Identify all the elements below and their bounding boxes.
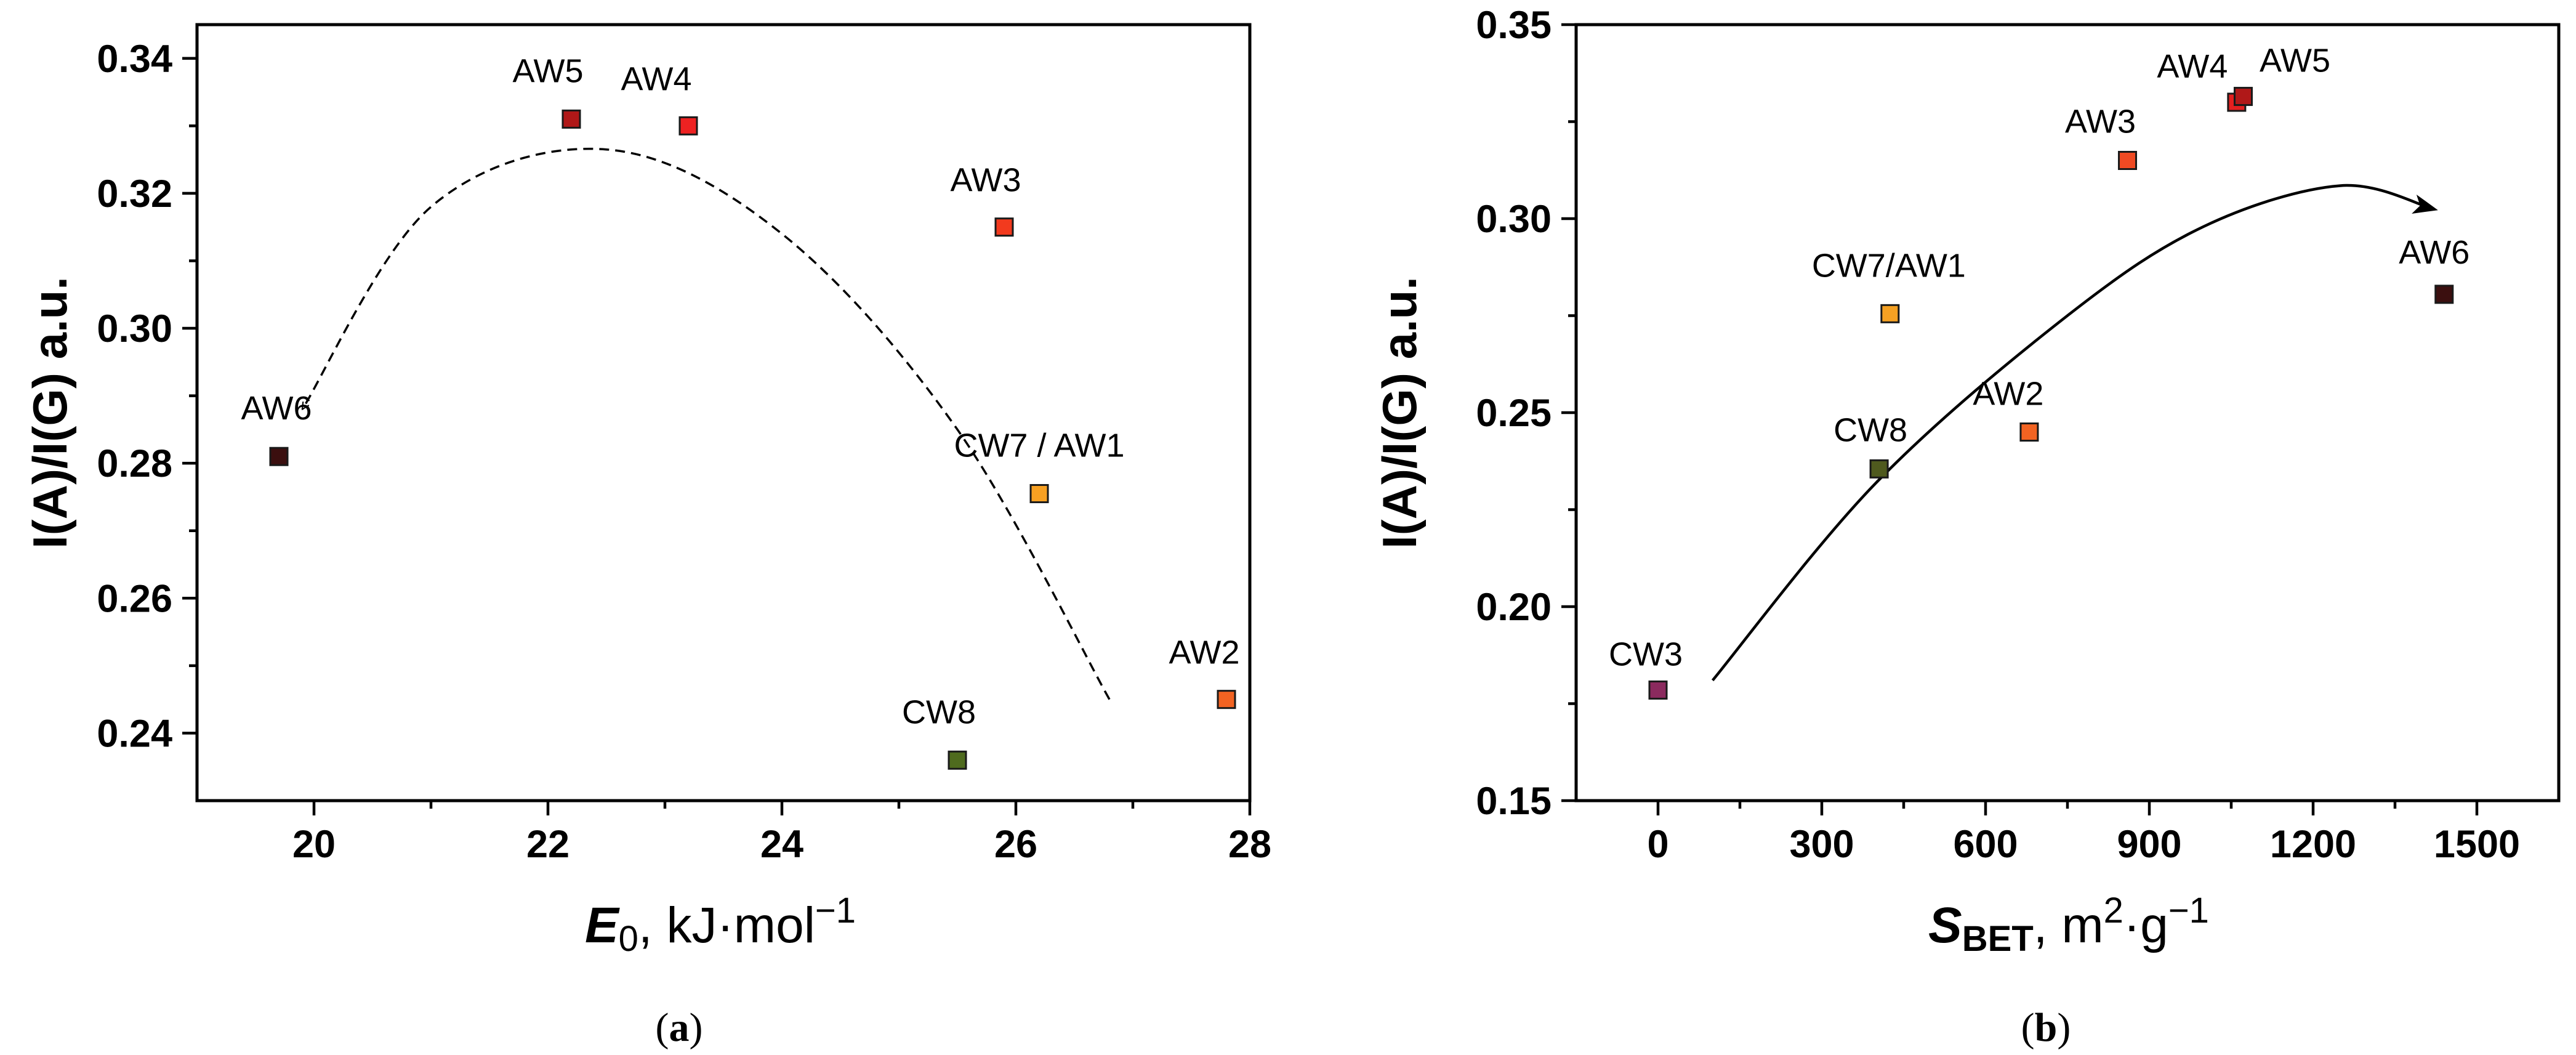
panel-b-xlabel: SBET, m2·g−1 [1928,891,2209,959]
panel-b-xlabel-sup2: −1 [2168,891,2209,931]
panel-a-point-label: AW2 [1169,634,1239,671]
panel-a-trend-curve [301,147,1111,700]
panel-b-point-label: AW6 [2399,234,2469,271]
panel-a-ytick-label: 0.32 [97,172,172,216]
panel-b-caption-open: ( [2021,1005,2035,1050]
panel-b-point-label: AW4 [2157,48,2228,85]
panel-a-ytick-label: 0.28 [97,442,172,485]
panel-b-xtick-label: 1200 [2270,823,2356,866]
panel-b-point-aw6 [2434,285,2454,304]
panel-a-point-cw7-aw1 [1029,483,1049,503]
panel-a-plot-frame [195,23,1252,802]
panel-a-xtick-label: 24 [760,823,803,866]
panel-b-point-label: CW8 [1833,411,1907,448]
panel-b-caption-letter: b [2035,1005,2058,1050]
panel-a-point-aw3 [994,217,1014,237]
panel-b-points: CW3 CW8 CW7/AW1 AW2 AW3 AW4 AW5 AW6 [1609,42,2469,700]
panel-b-caption: (b) [2021,1005,2071,1050]
panel-b-ytick-label: 0.30 [1476,198,1552,241]
panel-b-point-label: CW3 [1609,636,1683,673]
panel-a-point-aw6 [269,447,289,466]
panel-b-point-cw3 [1648,680,1668,700]
panel-a-xtick-label: 20 [292,823,336,866]
panel-b-point-label: AW5 [2260,42,2330,79]
panel-a-xlabel-sub: 0 [619,919,638,959]
panel-a-ytick-label: 0.30 [97,307,172,350]
panel-a-point-label: CW7 / AW1 [954,427,1124,464]
panel-b-chart: 0 300 600 900 1200 1500 0.15 0.20 0.25 0.30 0.35 C… [1372,4,2561,1050]
panel-a-point-cw8 [948,750,967,770]
panel-a-point-label: AW4 [621,60,691,97]
panel-b-ytick-label: 0.20 [1476,586,1552,629]
panel-a-ytick-label: 0.34 [97,38,172,81]
panel-a-ytick-label: 0.26 [97,577,172,620]
panel-a-xlabel: E0, kJ·mol−1 [585,891,856,959]
panel-a-xtick-label: 26 [994,823,1037,866]
panel-b-point-cw7-aw1 [1880,304,1900,323]
panel-b-point-label: CW7/AW1 [1812,247,1966,284]
panel-b-point-aw2 [2019,422,2039,442]
panel-b-xlabel-symbol: S [1928,897,1962,953]
panel-a-caption-open: ( [656,1005,669,1050]
panel-a-point-aw5 [561,109,581,129]
panel-a-points: AW6 AW5 AW4 AW3 CW7 / AW1 AW2 CW8 [241,52,1240,770]
panel-b-xlabel-rest2: ·g [2123,897,2168,953]
panel-a-ylabel: I(A)/I(G) a.u. [23,277,77,549]
panel-b-ytick-label: 0.15 [1476,780,1552,823]
panel-b-plot-frame [1574,23,2561,802]
panel-a-ytick-label: 0.24 [97,712,172,755]
panel-a-xlabel-sup: −1 [815,891,856,931]
panel-a-point-label: AW5 [512,52,583,89]
panel-b-point-aw3 [2118,151,2138,170]
panel-a-xtick-label: 22 [526,823,570,866]
panel-a-point-label: CW8 [902,693,976,730]
panel-b-xtick-label: 1500 [2434,823,2520,866]
panel-b-xlabel-sup: 2 [2104,891,2123,931]
panel-b-xlabel-sub: BET [1962,919,2034,959]
panel-b-xtick-label: 600 [1953,823,2018,866]
panel-a-trend [301,147,1111,700]
panel-b-trend [1711,184,2438,682]
panel-b-ticks: 0 300 600 900 1200 1500 0.15 0.20 0.25 0.30 0.35 [1476,4,2520,866]
panel-b-xtick-label: 300 [1789,823,1854,866]
panel-a-point-label: AW3 [950,162,1021,199]
panel-b-ylabel: I(A)/I(G) a.u. [1372,277,1427,549]
panel-b-trend-curve [1711,184,2438,682]
panel-a-chart: 20 22 24 26 280.240.260.280.300.320.34 AW6AW… [23,23,1271,1050]
panel-a-caption-close: ) [690,1005,703,1050]
panel-a-caption-letter: a [669,1005,690,1050]
panel-a-caption: (a) [656,1005,703,1050]
panel-a-point-label: AW6 [241,390,312,427]
panel-a-xtick-label: 28 [1228,823,1271,866]
panel-b-point-cw8 [1869,459,1889,479]
panel-b-point-aw5 [2234,87,2253,107]
panel-b-point-label: AW2 [1973,376,2043,413]
panel-a-point-aw4 [678,116,698,135]
panel-b-xlabel-rest: , m [2034,897,2104,953]
panel-b-caption-close: ) [2057,1005,2071,1050]
panel-b-point-label: AW3 [2065,103,2136,140]
panel-a-point-aw2 [1217,690,1236,709]
panel-a-xlabel-rest: , kJ·mol [638,897,815,953]
panel-b-ytick-label: 0.25 [1476,392,1552,435]
panel-b-ytick-label: 0.35 [1476,4,1552,47]
panel-a-xlabel-symbol: E [585,897,620,953]
panel-a-ticks: 20 22 24 26 28 0.24 0.26 0.28 0.30 0.32 0.34 [97,38,1271,866]
panel-b-xtick-label: 900 [2117,823,2181,866]
panel-b-xtick-label: 0 [1647,823,1668,866]
